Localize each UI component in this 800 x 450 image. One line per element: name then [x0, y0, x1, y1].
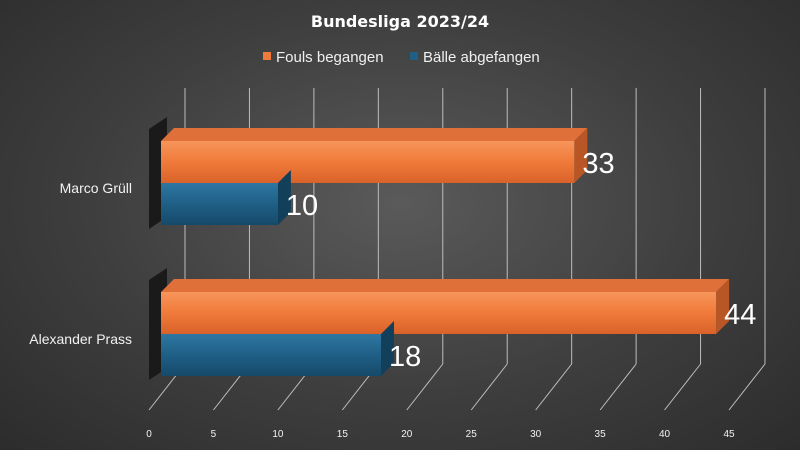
gridline-floor [470, 363, 508, 411]
legend-label-interceptions: Bälle abgefangen [423, 49, 540, 66]
x-tick-label: 45 [723, 429, 735, 440]
bar [161, 334, 381, 376]
category-label: Alexander Prass [29, 331, 132, 347]
legend-swatch-interceptions [410, 52, 418, 60]
x-tick-label: 30 [530, 429, 542, 440]
bar [161, 183, 278, 225]
legend: Fouls begangen Bälle abgefangen [263, 49, 540, 66]
legend-label-fouls: Fouls begangen [276, 49, 384, 66]
gridline-floor [535, 363, 573, 411]
gridline-floor [664, 363, 701, 411]
data-label: 10 [286, 190, 318, 222]
x-tick-label: 40 [659, 429, 671, 440]
legend-swatch-fouls [263, 52, 271, 60]
bar-top-face [161, 279, 730, 292]
bar [161, 292, 717, 334]
bar-side-face [381, 321, 394, 376]
gridline-floor [599, 363, 637, 411]
category-label: Marco Grüll [60, 180, 132, 196]
x-tick-label: 15 [337, 429, 349, 440]
bars [149, 117, 730, 380]
gridline-floor [728, 363, 766, 411]
x-tick-label: 20 [401, 429, 413, 440]
x-tick-label: 35 [595, 429, 607, 440]
bar-side-face [277, 170, 291, 225]
x-tick-label: 5 [211, 429, 217, 440]
data-label: 33 [582, 148, 614, 180]
data-label: 44 [724, 299, 756, 331]
x-tick-label: 25 [466, 429, 478, 440]
gridline-floor [406, 363, 444, 411]
x-tick-label: 0 [146, 429, 152, 440]
bar-side-face [716, 279, 730, 334]
x-tick-label: 10 [272, 429, 284, 440]
bar [161, 141, 575, 183]
chart-title: Bundesliga 2023/24 [311, 12, 489, 31]
bar-top-face [161, 128, 588, 141]
data-label: 18 [389, 341, 421, 373]
bar-side-face [574, 128, 588, 183]
labels: 0 5 10 15 20 25 30 35 40 45 Marco Grüll 33 10 Alexand… [29, 148, 756, 440]
